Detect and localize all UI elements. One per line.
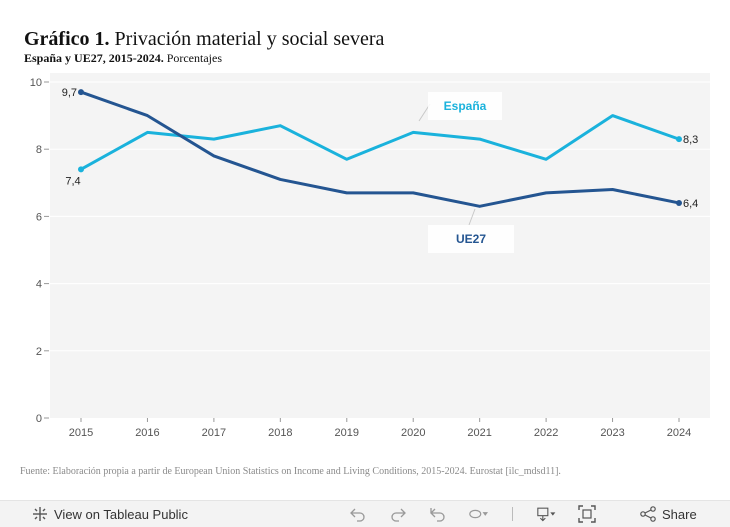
y-tick-label: 2 <box>36 346 42 358</box>
tableau-toolbar: View on Tableau Public Share <box>0 500 730 527</box>
data-label-ue27-first: 9,7 <box>62 87 77 99</box>
title-text: Privación material y social severa <box>114 28 385 50</box>
x-tick-label: 2017 <box>202 427 226 439</box>
download-button[interactable] <box>537 505 557 523</box>
toolbar-separator <box>512 507 513 521</box>
chart-title: Gráfico 1. Privación material y social s… <box>24 28 384 50</box>
data-label-espana-last: 8,3 <box>683 134 698 146</box>
y-tick-label: 10 <box>30 77 42 89</box>
chart-title-block: Gráfico 1. Privación material y social s… <box>24 28 384 66</box>
fullscreen-icon <box>578 505 596 523</box>
fullscreen-button[interactable] <box>577 505 597 523</box>
share-icon <box>640 506 656 522</box>
tableau-logo-icon <box>33 507 47 521</box>
view-on-tableau-link[interactable]: View on Tableau Public <box>32 506 188 522</box>
y-tick-label: 4 <box>36 279 42 291</box>
share-button[interactable]: Share <box>640 506 697 522</box>
data-point-ue27-2015[interactable] <box>78 89 84 96</box>
x-tick-label: 2020 <box>401 427 425 439</box>
y-tick-label: 6 <box>36 211 42 223</box>
download-icon <box>537 507 556 522</box>
source-note: Fuente: Elaboración propia a partir de E… <box>20 466 561 477</box>
x-tick-label: 2016 <box>135 427 159 439</box>
view-on-tableau-label: View on Tableau Public <box>54 506 188 522</box>
undo-icon <box>350 508 365 522</box>
legend-espana-label: España <box>444 99 487 113</box>
subtitle-units: Porcentajes <box>166 51 222 65</box>
pause-button[interactable] <box>468 505 488 523</box>
data-point-espa-a-2024[interactable] <box>676 136 682 143</box>
redo-button[interactable] <box>388 505 408 523</box>
data-point-espa-a-2015[interactable] <box>78 166 84 173</box>
x-tick-label: 2022 <box>534 427 558 439</box>
data-label-ue27-last: 6,4 <box>683 198 698 210</box>
x-tick-label: 2024 <box>667 427 691 439</box>
toolbar-buttons <box>348 505 617 523</box>
chart-subtitle: España y UE27, 2015-2024. Porcentajes <box>24 50 384 66</box>
x-tick-label: 2023 <box>600 427 624 439</box>
data-point-ue27-2024[interactable] <box>676 199 682 206</box>
subtitle-scope: España y UE27, 2015-2024. <box>24 51 164 65</box>
series-lines <box>78 89 682 208</box>
revert-button[interactable] <box>428 505 448 523</box>
axes: 0 2 4 6 8 10 2015 2016 2017 2018 2019 2020 2021 2022 2… <box>30 77 691 439</box>
redo-icon <box>391 508 406 522</box>
data-labels: 9,7 7,4 8,3 6,4 España UE27 <box>62 87 698 253</box>
legend-ue27-leader <box>468 208 476 226</box>
share-label: Share <box>662 506 697 522</box>
undo-button[interactable] <box>348 505 368 523</box>
x-tick-label: 2021 <box>467 427 491 439</box>
series-line-ue27[interactable] <box>80 90 680 208</box>
legend-ue27-label: UE27 <box>456 232 486 246</box>
y-tick-label: 0 <box>36 413 42 425</box>
revert-icon <box>430 508 445 522</box>
x-tick-label: 2015 <box>69 427 93 439</box>
plot-background <box>50 73 710 418</box>
y-tick-label: 8 <box>36 144 42 156</box>
title-number: Gráfico 1. <box>24 28 110 50</box>
legend-ue27-box <box>428 225 514 253</box>
pause-icon <box>469 509 488 519</box>
x-tick-label: 2018 <box>268 427 292 439</box>
gridlines <box>50 73 710 418</box>
legend-espana-box <box>428 92 502 120</box>
x-tick-label: 2019 <box>335 427 359 439</box>
line-chart: 0 2 4 6 8 10 2015 2016 2017 2018 2019 2020 2021 2022 2… <box>30 73 710 439</box>
data-label-espana-first: 7,4 <box>65 175 80 187</box>
